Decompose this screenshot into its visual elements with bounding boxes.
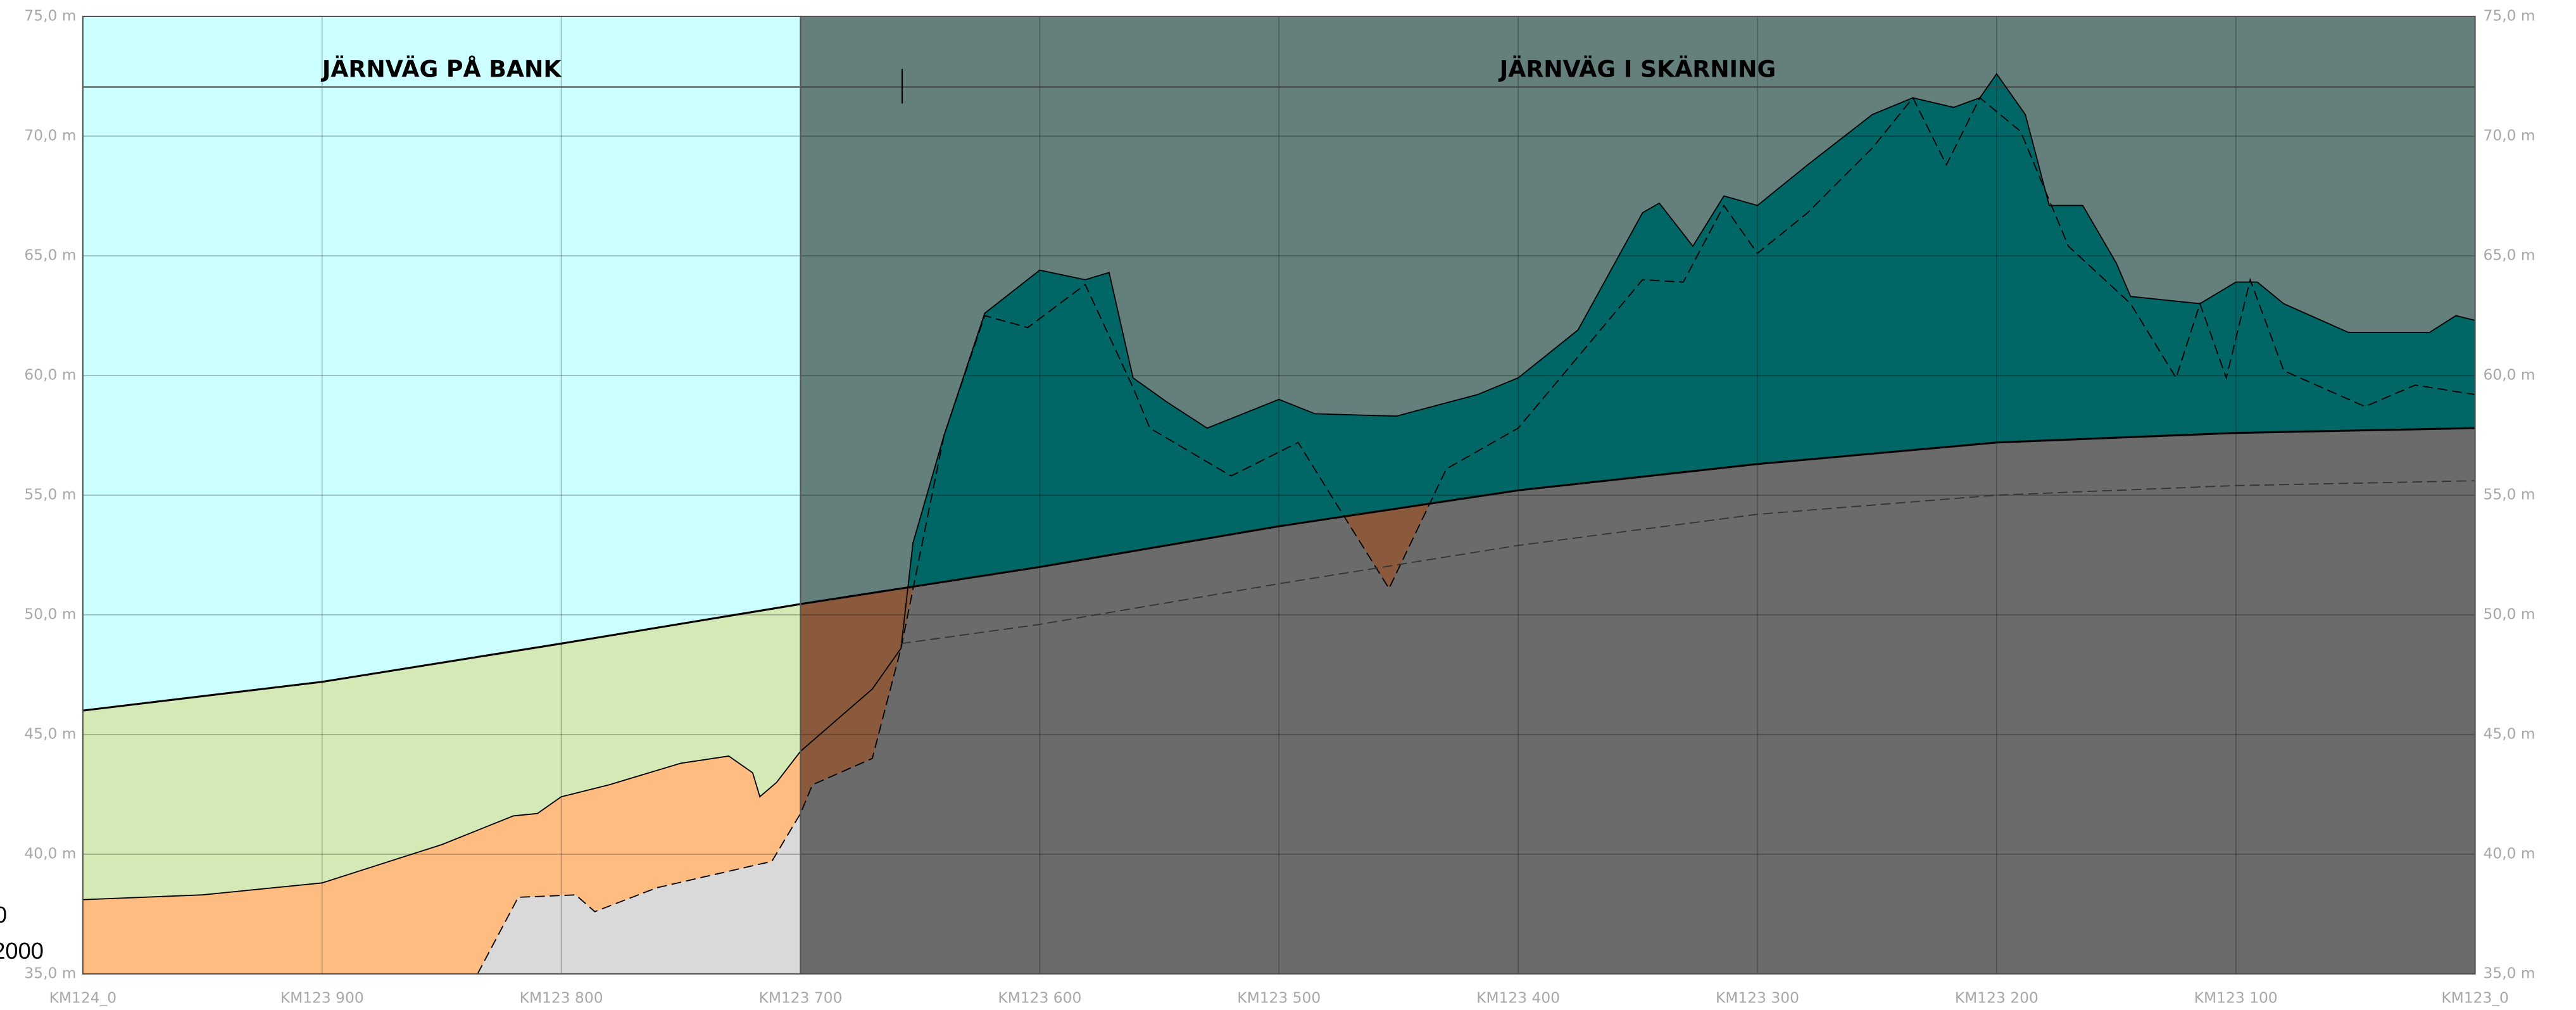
- x-tick-label: KM123 900: [280, 988, 364, 1006]
- profile-line: [82, 427, 2475, 712]
- y-tick-label: 70,0 m: [2484, 126, 2535, 144]
- x-tick-label: KM123 500: [1237, 988, 1321, 1006]
- annotation: 0: [0, 902, 7, 928]
- cut-region: [800, 16, 2475, 974]
- y-tick-label: 35,0 m: [2484, 964, 2535, 982]
- x-tick-label: KM123 400: [1476, 988, 1560, 1006]
- overlay: JÄRNVÄG PÅ BANK JÄRNVÄG I SKÄRNING 35,0 m 3…: [24, 6, 2535, 1006]
- x-tick-label: KM124_0: [49, 988, 116, 1006]
- profile-line: [901, 480, 2475, 645]
- y-tick-label: 55,0 m: [24, 485, 76, 503]
- area-fill: [800, 428, 2475, 974]
- profile-line: [477, 96, 2475, 975]
- y-tick-label: 65,0 m: [2484, 246, 2535, 263]
- bank-region: [82, 16, 801, 974]
- rock-group: [800, 428, 2475, 974]
- area-fill: [477, 813, 801, 974]
- region-label: JÄRNVÄG PÅ BANK: [320, 56, 563, 83]
- y-tick-label: 45,0 m: [24, 724, 76, 742]
- x-tick-label: KM123_0: [2441, 988, 2508, 1006]
- y-tick-label: 55,0 m: [2484, 485, 2535, 503]
- y-tick-label: 70,0 m: [24, 126, 76, 144]
- x-tick-label: KM123 700: [759, 988, 843, 1006]
- region-label: JÄRNVÄG I SKÄRNING: [1498, 56, 1776, 83]
- x-tick-label: KM123 300: [1716, 988, 1799, 1006]
- y-tick-label: 45,0 m: [2484, 724, 2535, 742]
- y-tick-label: 50,0 m: [24, 605, 76, 622]
- y-tick-label: 60,0 m: [24, 365, 76, 383]
- y-tick-label: 40,0 m: [2484, 844, 2535, 862]
- y-tick-label: 40,0 m: [24, 844, 76, 862]
- annotation: 2000: [0, 938, 44, 964]
- y-tick-label: 50,0 m: [2484, 605, 2535, 622]
- x-tick-label: KM123 100: [2194, 988, 2278, 1006]
- region-frame: [800, 15, 2476, 975]
- y-tick-label: 75,0 m: [24, 6, 76, 24]
- y-tick-label: 65,0 m: [24, 246, 76, 263]
- x-tick-label: KM123 200: [1955, 988, 2039, 1006]
- y-tick-label: 60,0 m: [2484, 365, 2535, 383]
- y-tick-label: 75,0 m: [2484, 6, 2535, 24]
- x-tick-label: KM123 600: [998, 988, 1081, 1006]
- x-tick-label: KM123 800: [520, 988, 603, 1006]
- y-tick-label: 35,0 m: [24, 964, 76, 982]
- profile-line: [82, 73, 2475, 900]
